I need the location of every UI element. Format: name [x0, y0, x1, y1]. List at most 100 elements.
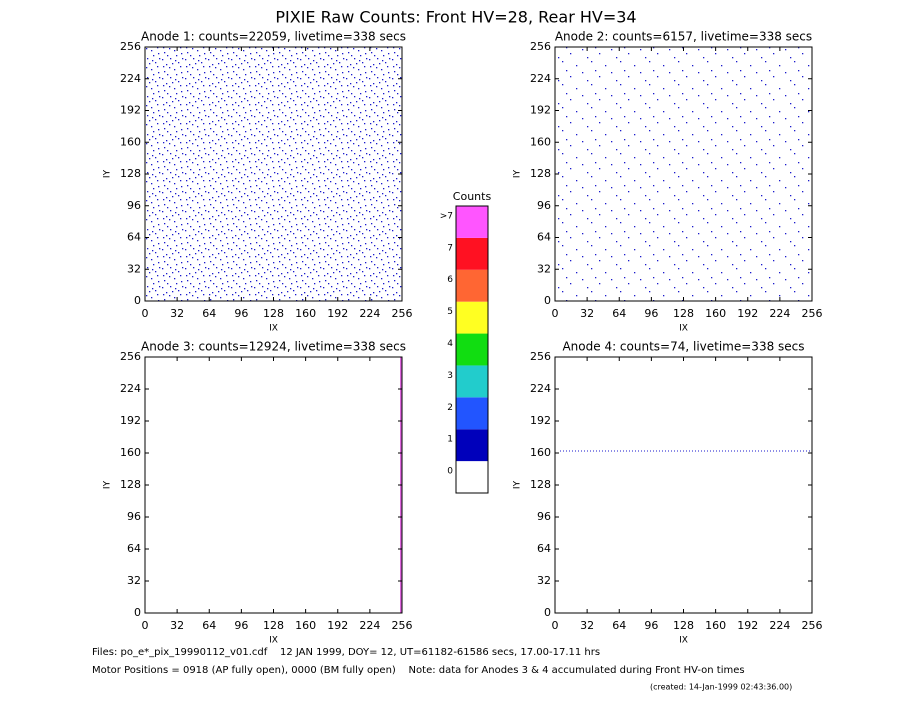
x-tick-label: 64 — [202, 307, 216, 320]
y-tick-label: 0 — [544, 294, 551, 307]
footer-text: Motor Positions = 0918 (AP fully open), … — [92, 665, 745, 676]
x-tick-label: 192 — [327, 307, 348, 320]
y-tick-label: 0 — [134, 606, 141, 619]
y-tick-label: 64 — [537, 542, 551, 555]
panel-title: Anode 2: counts=6157, livetime=338 secs — [555, 30, 812, 44]
x-tick-label: 192 — [327, 619, 348, 632]
x-tick-label: 160 — [705, 619, 726, 632]
colorbar-label: 4 — [447, 339, 453, 349]
x-tick-label: 224 — [359, 307, 380, 320]
x-tick-label: 0 — [552, 619, 559, 632]
y-tick-label: 32 — [537, 574, 551, 587]
x-tick-label: 0 — [142, 307, 149, 320]
y-tick-label: 96 — [537, 199, 551, 212]
y-tick-label: 96 — [127, 199, 141, 212]
colorbar-swatch — [456, 461, 488, 493]
axes-box — [554, 356, 813, 614]
image-panel: Anode 4: counts=74, livetime=338 secs IX I… — [513, 340, 823, 646]
colorbar-frame — [455, 205, 489, 494]
y-tick-label: 160 — [530, 135, 551, 148]
x-tick-label: 224 — [359, 619, 380, 632]
y-tick-label: 32 — [127, 262, 141, 275]
y-tick-label: 224 — [530, 72, 551, 85]
x-tick-label: 256 — [392, 307, 413, 320]
x-tick-label: 32 — [580, 307, 594, 320]
y-tick-label: 32 — [537, 262, 551, 275]
x-tick-label: 256 — [802, 619, 823, 632]
y-tick-label: 160 — [120, 135, 141, 148]
plots: Anode 1: counts=22059, livetime=338 secs… — [103, 30, 823, 646]
y-axis-label: IY — [513, 480, 523, 489]
colorbar-label: 1 — [447, 435, 453, 445]
y-tick-label: 32 — [127, 574, 141, 587]
y-tick-label: 192 — [530, 104, 551, 117]
colorbar: Counts 0 1 2 3 4 5 6 7 >7 — [440, 190, 492, 494]
axes-box — [144, 356, 403, 614]
y-tick-label: 96 — [127, 510, 141, 523]
colorbar-label: 2 — [447, 403, 453, 413]
x-tick-label: 128 — [263, 619, 284, 632]
x-axis-label: IX — [679, 636, 688, 646]
y-tick-label: 64 — [127, 231, 141, 244]
x-tick-label: 128 — [263, 307, 284, 320]
count-image — [555, 47, 812, 301]
panel-title: Anode 1: counts=22059, livetime=338 secs — [141, 30, 406, 44]
image-panel: Anode 1: counts=22059, livetime=338 secs… — [103, 30, 413, 334]
x-tick-label: 32 — [170, 619, 184, 632]
panel-title: Anode 4: counts=74, livetime=338 secs — [562, 340, 804, 354]
x-axis-label: IX — [269, 636, 278, 646]
panel-title: Anode 3: counts=12924, livetime=338 secs — [141, 340, 406, 354]
footer-text: Files: po_e*_pix_19990112_v01.cdf 12 JAN… — [92, 647, 600, 658]
colorbar-swatch — [456, 397, 488, 430]
y-tick-label: 192 — [530, 414, 551, 427]
x-tick-label: 224 — [769, 619, 790, 632]
colorbar-label: 6 — [447, 275, 453, 285]
colorbar-swatch — [456, 429, 488, 462]
y-tick-label: 192 — [120, 414, 141, 427]
colorbar-swatch — [456, 365, 488, 398]
y-tick-label: 128 — [530, 167, 551, 180]
y-axis-label: IY — [103, 480, 113, 489]
colorbar-swatch — [456, 333, 488, 366]
y-tick-label: 224 — [120, 72, 141, 85]
x-tick-label: 64 — [612, 307, 626, 320]
y-tick-label: 128 — [530, 478, 551, 491]
colorbar-label: 3 — [447, 371, 453, 381]
y-tick-label: 128 — [120, 167, 141, 180]
x-tick-label: 192 — [737, 307, 758, 320]
x-tick-label: 96 — [234, 619, 248, 632]
colorbar-label: 0 — [447, 467, 453, 477]
y-tick-label: 160 — [530, 446, 551, 459]
x-tick-label: 160 — [295, 307, 316, 320]
x-axis-label: IX — [269, 324, 278, 334]
x-tick-label: 64 — [612, 619, 626, 632]
y-tick-label: 64 — [127, 542, 141, 555]
image-panel: Anode 3: counts=12924, livetime=338 secs… — [103, 340, 413, 646]
x-tick-label: 32 — [170, 307, 184, 320]
y-tick-label: 256 — [120, 350, 141, 363]
colorbar-label: 7 — [447, 243, 453, 253]
colorbar-swatch — [456, 269, 488, 302]
y-tick-label: 160 — [120, 446, 141, 459]
x-tick-label: 96 — [644, 619, 658, 632]
y-axis-label: IY — [513, 169, 523, 178]
colorbar-title: Counts — [453, 190, 492, 203]
y-tick-label: 0 — [544, 606, 551, 619]
colorbar-swatch — [456, 301, 488, 334]
y-tick-label: 192 — [120, 104, 141, 117]
y-tick-label: 256 — [530, 40, 551, 53]
y-tick-label: 96 — [537, 510, 551, 523]
x-tick-label: 0 — [552, 307, 559, 320]
x-tick-label: 160 — [705, 307, 726, 320]
x-tick-label: 128 — [673, 307, 694, 320]
x-tick-label: 256 — [392, 619, 413, 632]
x-tick-label: 128 — [673, 619, 694, 632]
footer-text: (created: 14-Jan-1999 02:43:36.00) — [650, 683, 792, 692]
colorbar-swatch — [456, 206, 488, 238]
x-tick-label: 96 — [644, 307, 658, 320]
y-tick-label: 224 — [120, 382, 141, 395]
image-panel: Anode 2: counts=6157, livetime=338 secs I… — [513, 30, 823, 334]
y-tick-label: 128 — [120, 478, 141, 491]
y-tick-label: 256 — [120, 40, 141, 53]
